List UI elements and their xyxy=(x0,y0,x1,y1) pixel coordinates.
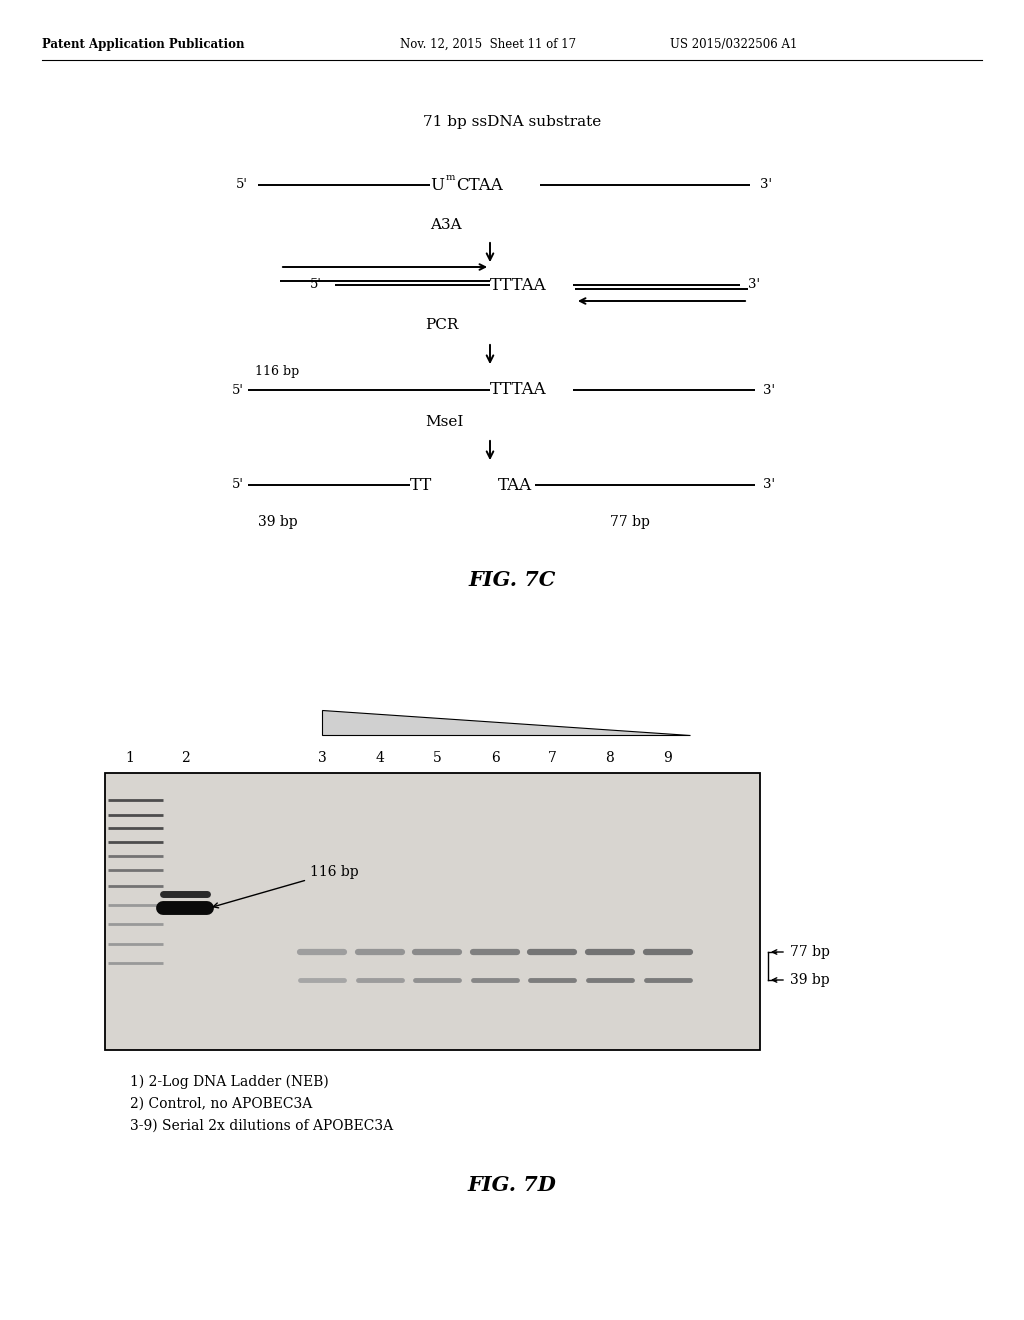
Text: Patent Application Publication: Patent Application Publication xyxy=(42,38,245,51)
Text: 3: 3 xyxy=(317,751,327,766)
Text: 5: 5 xyxy=(432,751,441,766)
Text: 8: 8 xyxy=(605,751,614,766)
Bar xyxy=(105,774,760,1049)
Text: 77 bp: 77 bp xyxy=(610,515,650,529)
Text: 5': 5' xyxy=(232,384,244,396)
Text: TTTAA: TTTAA xyxy=(490,276,547,293)
Text: U: U xyxy=(430,177,444,194)
Text: FIG. 7C: FIG. 7C xyxy=(468,570,556,590)
Text: 7: 7 xyxy=(548,751,556,766)
Text: 3': 3' xyxy=(760,178,772,191)
Text: TAA: TAA xyxy=(498,477,532,494)
Text: 4: 4 xyxy=(376,751,384,766)
Text: 3-9) Serial 2x dilutions of APOBEC3A: 3-9) Serial 2x dilutions of APOBEC3A xyxy=(130,1119,393,1133)
Text: 2) Control, no APOBEC3A: 2) Control, no APOBEC3A xyxy=(130,1097,312,1111)
Text: 77 bp: 77 bp xyxy=(790,945,829,960)
Text: 5': 5' xyxy=(236,178,248,191)
Text: 6: 6 xyxy=(490,751,500,766)
Text: 116 bp: 116 bp xyxy=(255,366,299,379)
Text: 9: 9 xyxy=(664,751,673,766)
Text: 3': 3' xyxy=(763,384,775,396)
Text: 5': 5' xyxy=(310,279,322,292)
Text: 2: 2 xyxy=(180,751,189,766)
Text: 71 bp ssDNA substrate: 71 bp ssDNA substrate xyxy=(423,115,601,129)
Text: PCR: PCR xyxy=(425,318,459,333)
Text: MseI: MseI xyxy=(425,414,464,429)
Text: 39 bp: 39 bp xyxy=(258,515,298,529)
Text: 1) 2-Log DNA Ladder (NEB): 1) 2-Log DNA Ladder (NEB) xyxy=(130,1074,329,1089)
Text: 1: 1 xyxy=(126,751,134,766)
Text: 39 bp: 39 bp xyxy=(790,973,829,987)
Text: 116 bp: 116 bp xyxy=(213,865,358,908)
Text: 3': 3' xyxy=(763,479,775,491)
Text: m: m xyxy=(446,173,456,181)
Polygon shape xyxy=(322,710,690,735)
Text: TTTAA: TTTAA xyxy=(490,381,547,399)
Text: Nov. 12, 2015  Sheet 11 of 17: Nov. 12, 2015 Sheet 11 of 17 xyxy=(400,38,577,51)
Text: 5': 5' xyxy=(232,479,244,491)
Text: 3': 3' xyxy=(748,279,760,292)
Text: A3A: A3A xyxy=(430,218,462,232)
Text: TT: TT xyxy=(410,477,432,494)
Text: US 2015/0322506 A1: US 2015/0322506 A1 xyxy=(670,38,798,51)
Text: FIG. 7D: FIG. 7D xyxy=(468,1175,556,1195)
Text: CTAA: CTAA xyxy=(456,177,503,194)
